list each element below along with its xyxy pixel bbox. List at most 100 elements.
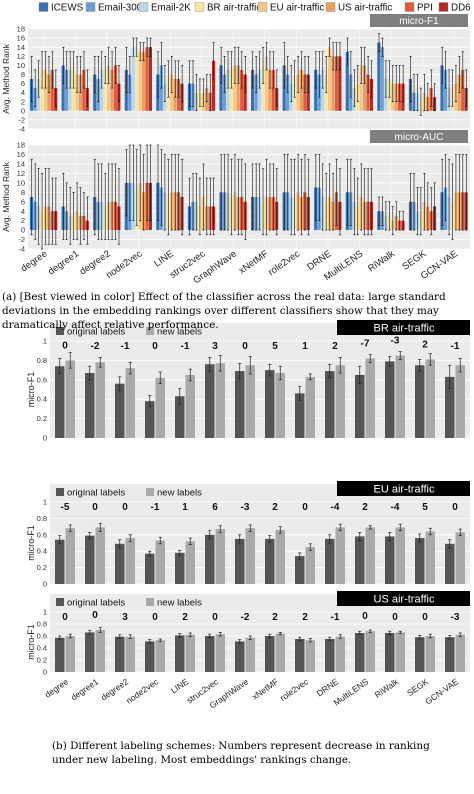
y-tick-label: 0.6 [37, 632, 47, 641]
bar [275, 529, 285, 584]
bar [95, 527, 105, 584]
y-axis-label: micro-F1 [26, 525, 36, 561]
bar [445, 543, 455, 584]
rank-change-label: 0 [92, 502, 98, 513]
rank-change-label: -2 [241, 612, 250, 623]
bar [245, 528, 255, 584]
bar [138, 51, 142, 111]
legend-label: new labels [157, 598, 202, 609]
rank-change-label: -3 [241, 502, 250, 513]
rank-change-label: -1 [121, 341, 130, 352]
bar [440, 65, 444, 111]
rank-change-label: -1 [181, 341, 190, 352]
facet-title: EU air-traffic [374, 484, 435, 496]
bar [55, 539, 65, 584]
bar [395, 632, 405, 672]
legend-swatch [194, 2, 205, 12]
bar [110, 69, 114, 111]
bar [155, 540, 165, 584]
y-axis-label: micro-F1 [26, 624, 36, 660]
bar [85, 632, 95, 672]
bar [235, 538, 245, 584]
y-tick-label: -2 [18, 235, 25, 244]
y-tick-label: 18 [17, 141, 25, 150]
bar [235, 641, 245, 672]
bar [334, 56, 338, 111]
bar [359, 65, 363, 111]
y-tick-label: 0.4 [37, 644, 47, 653]
legend-label: new labels [157, 488, 202, 499]
rank-change-label: 6 [212, 502, 218, 513]
rank-change-label: -2 [91, 341, 100, 352]
legend-swatch [56, 598, 64, 606]
legend-swatch [85, 2, 96, 12]
bar [65, 528, 75, 584]
bar [235, 371, 245, 438]
rank-change-label: 0 [62, 340, 68, 351]
bar [68, 69, 72, 111]
facet-strip [370, 14, 468, 27]
legend-swatch [146, 327, 154, 335]
rank-change-label: -1 [331, 612, 340, 623]
bar [155, 640, 165, 672]
x-tick-label: role2vec [278, 676, 311, 703]
x-tick-label: RiWalk [366, 248, 397, 274]
facet-title: BR air-traffic [374, 323, 435, 335]
bar [461, 69, 465, 111]
rank-change-label: 2 [302, 612, 308, 623]
x-tick-label: node2vec [124, 676, 161, 706]
y-tick-label: 0 [43, 668, 47, 677]
caption-b-label: (b) [52, 740, 67, 752]
bar [261, 65, 265, 111]
rank-change-label: 0 [452, 502, 458, 513]
bar [185, 541, 195, 584]
y-tick-label: -2 [18, 116, 25, 125]
legend-label: Email-2K [151, 3, 191, 14]
bar [265, 538, 275, 584]
y-tick-label: -4 [18, 125, 25, 134]
y-axis-label: micro-F1 [26, 372, 36, 408]
bar [125, 538, 135, 584]
facet-strip [337, 591, 470, 606]
bar [338, 56, 342, 111]
bar [385, 633, 395, 672]
facet-strip [370, 130, 468, 143]
caption-a: (a) [Best viewed in color] Effect of the… [2, 290, 474, 332]
x-tick-label: GCN-VAE [423, 676, 460, 706]
x-tick-label: LINE [152, 248, 176, 269]
bar [245, 637, 255, 672]
bar [275, 373, 285, 438]
bar [115, 636, 125, 672]
bar [425, 636, 435, 672]
legend-item-5: US air-traffic [325, 2, 392, 14]
bar [385, 536, 395, 584]
rank-change-label: -1 [451, 341, 460, 352]
bar [135, 47, 139, 111]
bar [215, 363, 225, 438]
y-tick-label: 12 [17, 169, 25, 178]
bar [215, 634, 225, 672]
bar [100, 69, 104, 111]
bar [65, 636, 75, 672]
bar [205, 364, 215, 438]
rank-change-label: 0 [422, 612, 428, 623]
bar [345, 51, 349, 111]
bar [335, 365, 345, 438]
x-tick-label: LINE [169, 676, 190, 695]
y-tick-label: 0.2 [37, 656, 47, 665]
y-tick-label: 2 [21, 216, 25, 225]
y-tick-label: -4 [18, 245, 25, 254]
bar [355, 374, 365, 438]
x-tick-label: degree1 [46, 248, 81, 277]
bar [327, 47, 332, 111]
bar [325, 538, 335, 584]
legend-swatch [404, 2, 415, 12]
rank-change-label: 0 [302, 502, 308, 513]
label-panel-0: 0 0.2 0.4 0.6 0.8 1 micro-F1 original labels new… [26, 320, 470, 443]
bar [265, 636, 275, 672]
bar [377, 42, 381, 111]
rank-change-label: -3 [451, 612, 460, 623]
bar [295, 639, 305, 672]
